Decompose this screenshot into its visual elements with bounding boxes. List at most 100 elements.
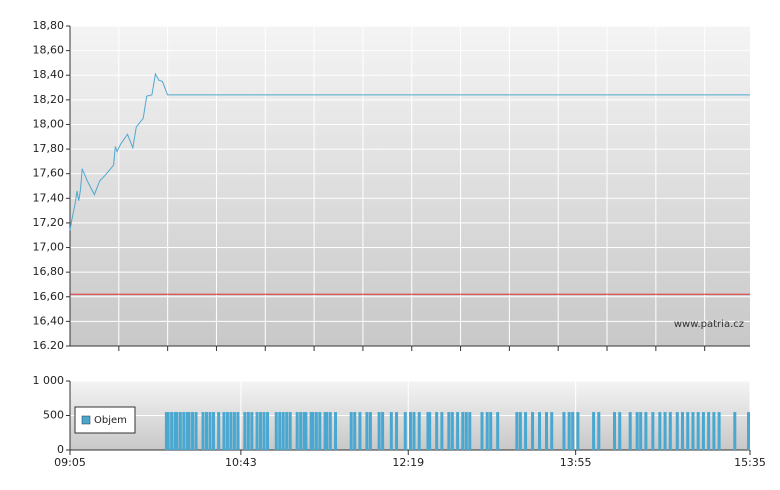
volume-bar <box>696 412 700 450</box>
volume-bar <box>302 412 306 450</box>
volume-bar <box>225 412 229 450</box>
y-tick-label: 18,20 <box>33 93 65 106</box>
volume-bar <box>518 412 522 450</box>
volume-bar <box>592 412 596 450</box>
y-tick-label: 17,80 <box>33 142 65 155</box>
volume-bar <box>428 412 432 450</box>
volume-bar <box>417 412 421 450</box>
volume-bar <box>274 412 278 450</box>
volume-bar <box>409 412 412 450</box>
volume-bar <box>576 412 580 450</box>
x-tick-label: 13:55 <box>560 456 592 469</box>
volume-bar <box>323 412 327 450</box>
volume-bar <box>211 412 215 450</box>
volume-bar <box>185 412 189 450</box>
volume-bar <box>318 412 322 450</box>
volume-bar <box>288 412 292 450</box>
volume-bar <box>464 412 468 450</box>
x-tick-label: 12:19 <box>392 456 424 469</box>
volume-bar <box>182 412 186 450</box>
volume-bar <box>403 412 407 450</box>
x-tick-label: 10:43 <box>225 456 257 469</box>
volume-bar <box>447 412 451 450</box>
volume-bar <box>243 412 247 450</box>
volume-bar <box>562 412 566 450</box>
volume-bar <box>496 412 500 450</box>
volume-bar <box>365 412 369 450</box>
volume-bar <box>515 412 519 450</box>
volume-bar <box>166 412 170 450</box>
volume-bar <box>412 412 416 450</box>
volume-bar <box>450 412 454 450</box>
volume-bar <box>675 412 679 450</box>
legend-label: Objem <box>94 415 127 426</box>
volume-bar <box>266 412 270 450</box>
y-tick-label: 17,00 <box>33 241 65 254</box>
watermark: www.patria.cz <box>674 319 744 330</box>
volume-bar <box>395 412 399 450</box>
volume-bar <box>707 412 711 450</box>
volume-bar <box>309 412 313 450</box>
volume-bar <box>435 412 439 450</box>
volume-bar <box>314 412 318 450</box>
volume-bar <box>205 412 208 450</box>
volume-bar <box>175 412 179 450</box>
volume-bar <box>701 412 705 450</box>
volume-bar <box>334 412 338 450</box>
volume-bar <box>389 412 393 450</box>
y-tick-label: 17,20 <box>33 216 65 229</box>
volume-bar <box>164 412 168 450</box>
y-tick-label: 0 <box>57 443 64 456</box>
y-tick-label: 18,80 <box>33 19 65 32</box>
volume-bar <box>489 412 493 450</box>
volume-bar <box>295 412 299 450</box>
volume-bar <box>663 412 667 450</box>
volume-bar <box>668 412 672 450</box>
volume-bar <box>173 412 177 450</box>
y-tick-label: 1 000 <box>33 374 65 387</box>
volume-bar <box>747 412 750 450</box>
volume-bar <box>538 412 542 450</box>
y-tick-label: 18,40 <box>33 68 65 81</box>
y-tick-label: 16,60 <box>33 290 65 303</box>
volume-bar <box>681 412 684 450</box>
price-plot-area <box>70 26 750 346</box>
volume-bar <box>178 412 182 450</box>
y-tick-label: 17,40 <box>33 191 65 204</box>
volume-bar <box>285 412 289 450</box>
volume-bar <box>353 412 357 450</box>
legend-swatch <box>81 415 91 425</box>
volume-bar <box>686 412 690 450</box>
volume-bar <box>468 412 472 450</box>
volume-bar <box>232 412 236 450</box>
volume-bar <box>187 412 191 450</box>
volume-bar <box>524 412 528 450</box>
volume-bar <box>217 412 221 450</box>
y-tick-label: 16.20 <box>33 339 65 352</box>
volume-bar <box>531 412 535 450</box>
volume-bar <box>201 412 205 450</box>
volume-bar <box>644 412 648 450</box>
y-tick-label: 18,00 <box>33 117 65 130</box>
volume-bar <box>550 412 554 450</box>
y-tick-label: 16,40 <box>33 314 65 327</box>
volume-bar <box>717 412 721 450</box>
y-tick-label: 16,80 <box>33 265 65 278</box>
volume-bar <box>456 412 460 450</box>
volume-bar <box>236 412 240 450</box>
volume-bar <box>262 412 266 450</box>
volume-bar <box>377 412 381 450</box>
volume-bar <box>191 412 195 450</box>
volume-bar <box>635 412 639 450</box>
volume-bar <box>461 412 465 450</box>
volume-bar <box>358 412 362 450</box>
volume-bar <box>170 412 174 450</box>
volume-bar <box>299 412 303 450</box>
volume-bar <box>545 412 548 450</box>
volume-bar <box>229 412 233 450</box>
volume-bar <box>426 412 430 450</box>
volume-bar <box>259 412 263 450</box>
volume-bar <box>618 412 622 450</box>
volume-bar <box>651 412 655 450</box>
